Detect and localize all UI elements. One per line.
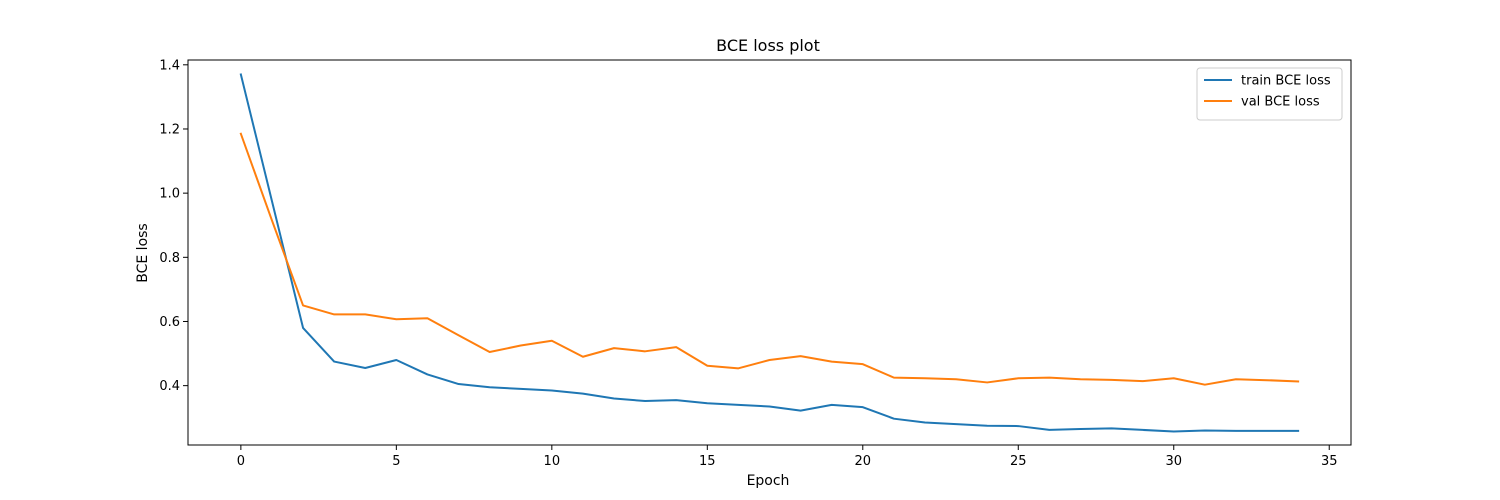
x-tick-label: 0 — [237, 454, 245, 469]
series-line-0 — [239, 73, 1300, 433]
x-tick-label: 10 — [544, 454, 561, 469]
y-tick-label: 1.2 — [159, 122, 180, 137]
x-tick-label: 15 — [699, 454, 716, 469]
legend-label-1: val BCE loss — [1241, 95, 1320, 110]
y-axis: 0.4 0.6 0.8 1.0 1.2 1.4 — [159, 58, 188, 394]
y-axis-label: BCE loss — [135, 223, 151, 282]
x-axis-label: Epoch — [747, 473, 790, 489]
x-tick-label: 35 — [1321, 454, 1338, 469]
axes-frame — [187, 59, 1352, 446]
y-tick-label: 1.0 — [159, 187, 180, 202]
legend-box — [1196, 67, 1343, 121]
y-tick-label: 1.4 — [159, 58, 180, 73]
y-tick-label: 0.6 — [159, 315, 180, 330]
x-tick-label: 5 — [392, 454, 400, 469]
y-tick-label: 0.8 — [159, 251, 180, 266]
x-tick-label: 30 — [1165, 454, 1182, 469]
chart-title: BCE loss plot — [716, 36, 820, 55]
plot-area — [239, 73, 1300, 433]
legend: train BCE loss val BCE loss — [1196, 67, 1343, 121]
y-tick-label: 0.4 — [159, 379, 180, 394]
x-tick-label: 25 — [1010, 454, 1027, 469]
x-tick-label: 20 — [855, 454, 872, 469]
legend-label-0: train BCE loss — [1241, 74, 1331, 89]
x-axis: 0 5 10 15 20 25 30 35 — [237, 445, 1338, 469]
series-line-1 — [239, 132, 1300, 386]
